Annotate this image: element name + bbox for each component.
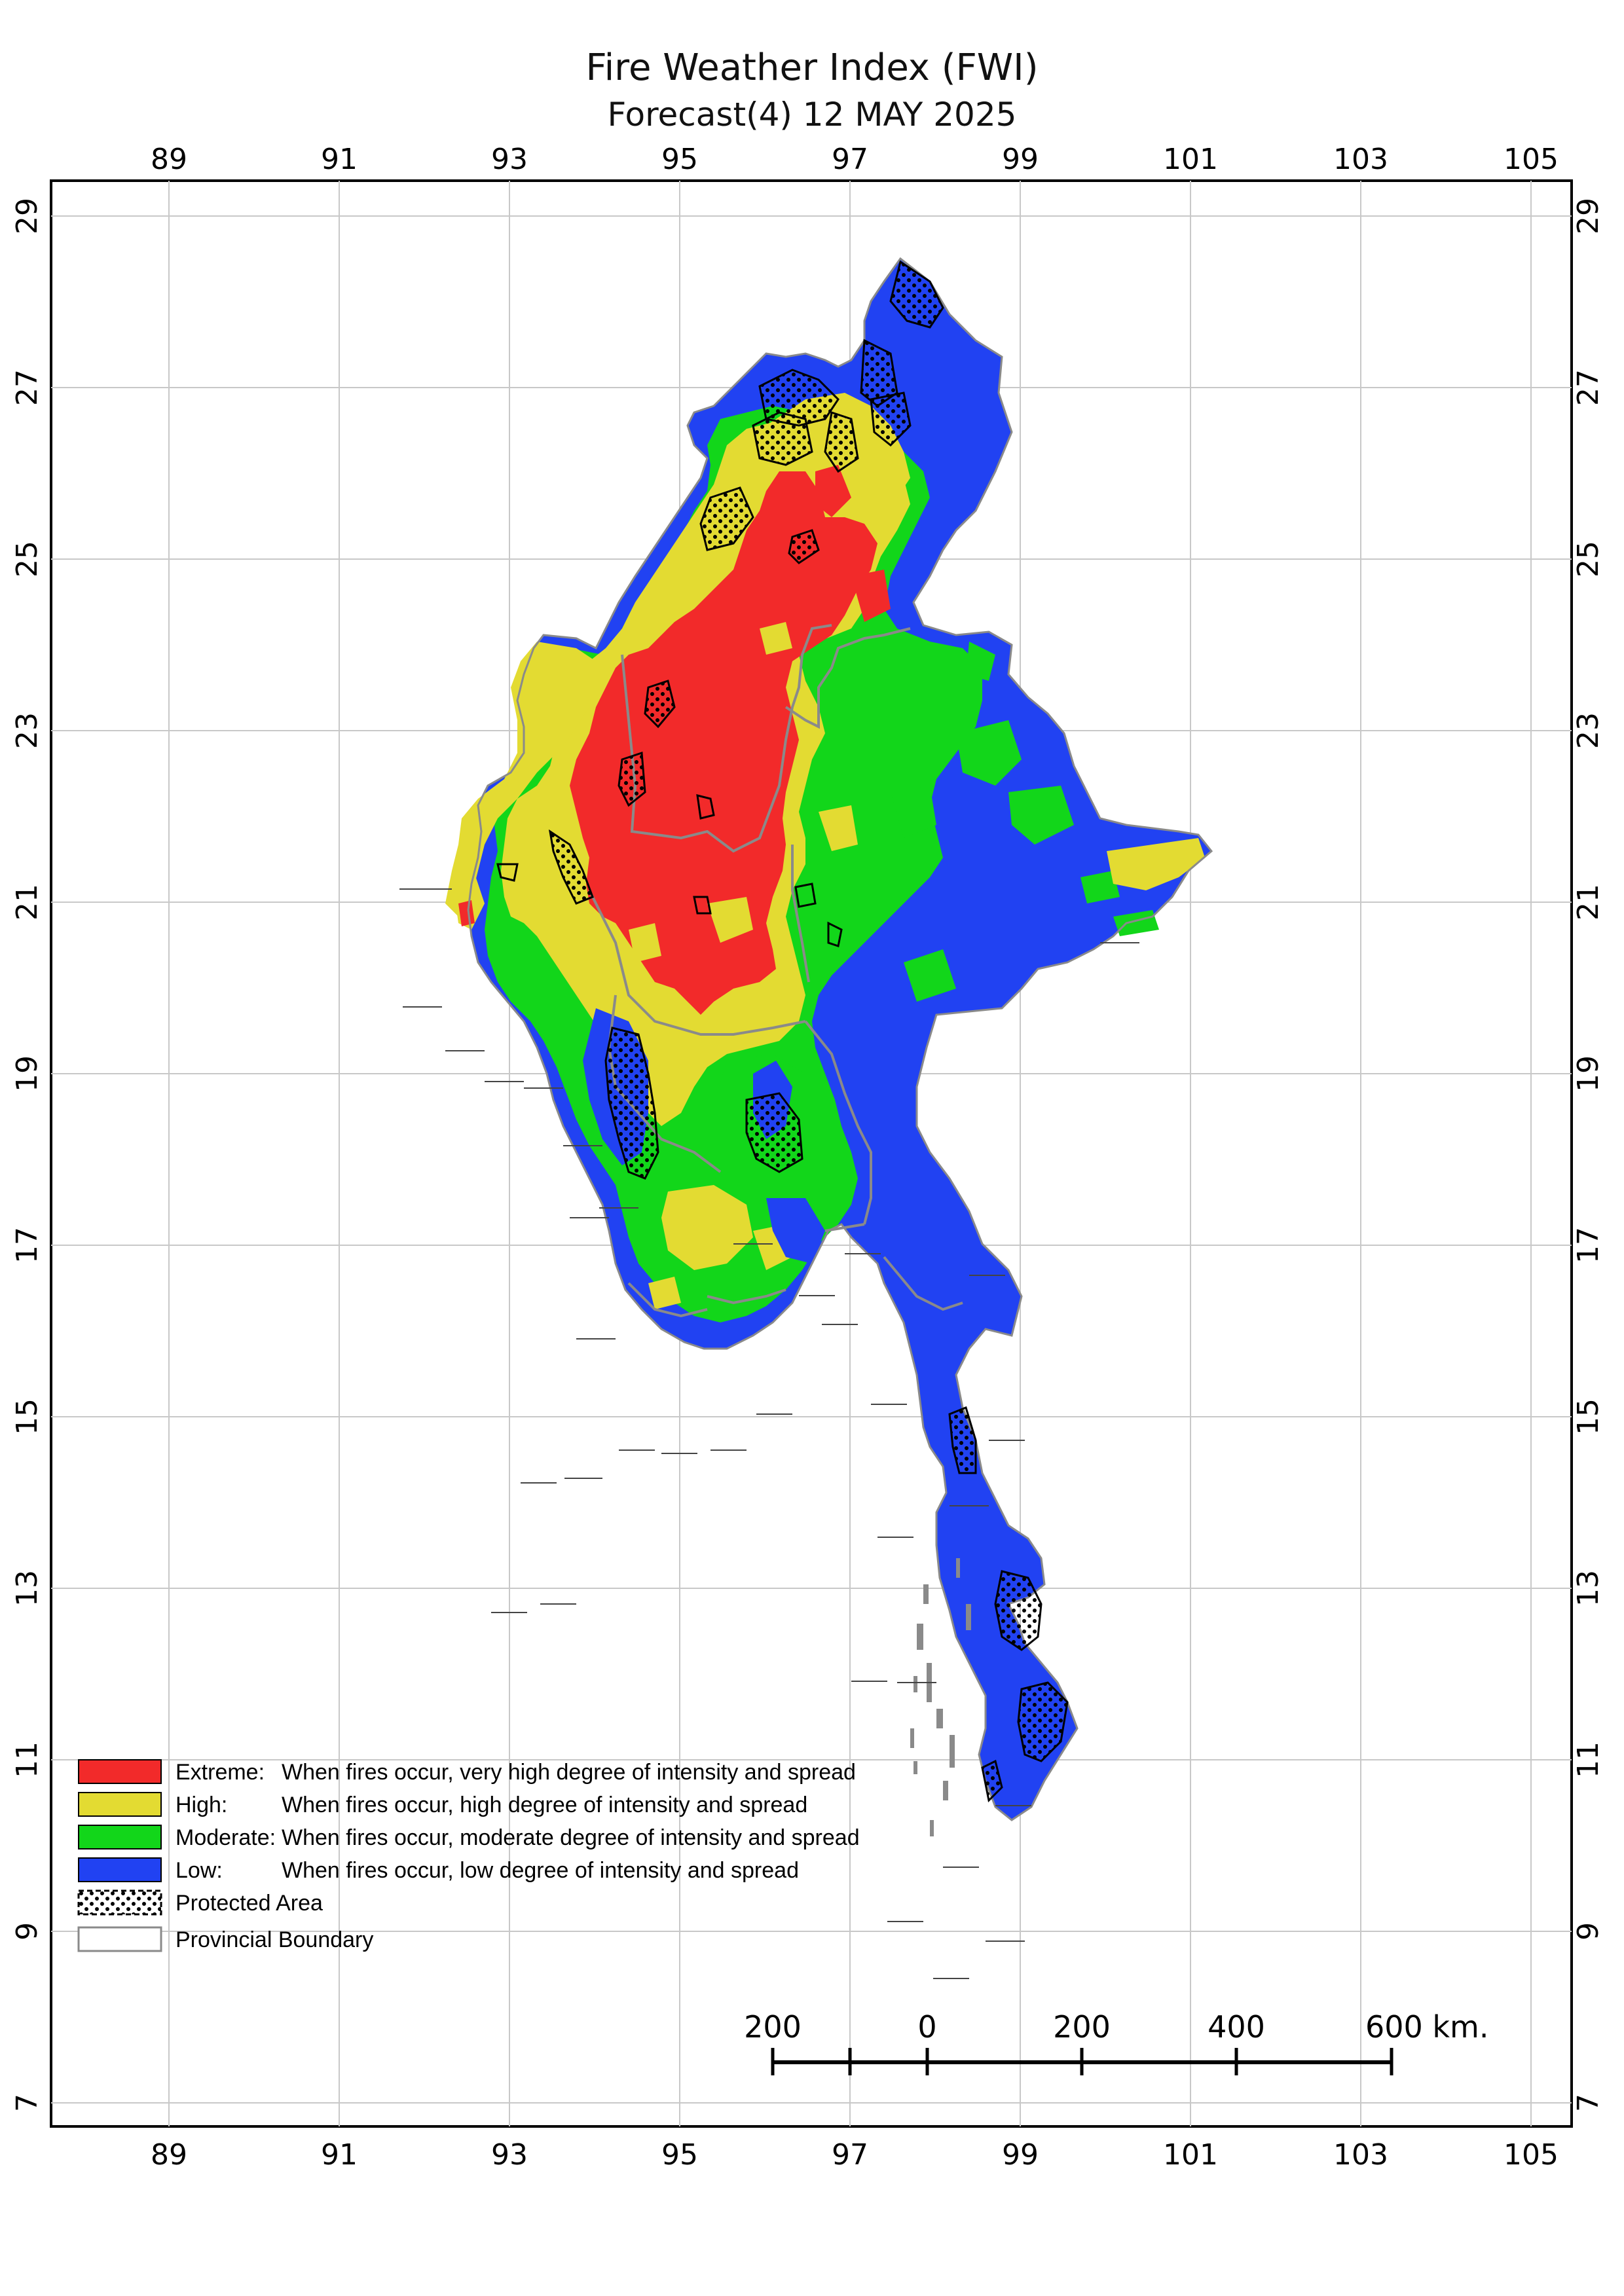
- scale-label: 600 km.: [1365, 2009, 1489, 2045]
- fwi-patch-moderate-east: [891, 786, 936, 838]
- lat-tick-right: 19: [1572, 1055, 1605, 1092]
- legend-swatch-low: [78, 1857, 162, 1882]
- legend-label-high: High:: [175, 1793, 227, 1817]
- lat-tick-left: 9: [10, 1922, 44, 1941]
- lat-tick-right: 27: [1572, 369, 1605, 406]
- fwi-patch-extreme-west: [458, 900, 475, 926]
- lat-tick-left: 27: [10, 369, 44, 406]
- fwi-patch-high-inner: [707, 897, 753, 943]
- legend-swatch-boundary: [77, 1926, 162, 1952]
- lat-tick-right: 21: [1572, 884, 1605, 920]
- lat-tick-right: 17: [1572, 1227, 1605, 1264]
- latitude-labels-right: 29 27 25 23 21 19 17 15 13 11 9 7: [1572, 198, 1605, 2112]
- scale-bar: 200 0 200 400 600 km.: [744, 2009, 1489, 2075]
- lat-tick-right: 13: [1572, 1570, 1605, 1607]
- fwi-patch-high-west: [445, 642, 596, 917]
- lon-tick-top: 103: [1333, 143, 1388, 176]
- protected-area-outlines: [496, 794, 843, 947]
- lat-tick-right: 23: [1572, 712, 1605, 749]
- lon-tick-bottom: 101: [1163, 2138, 1218, 2172]
- lat-tick-right: 29: [1572, 198, 1605, 234]
- lon-tick-top: 93: [491, 143, 528, 176]
- legend-label-moderate: Moderate:: [175, 1825, 276, 1850]
- lat-tick-right: 25: [1572, 541, 1605, 577]
- fwi-patch-low-south: [766, 1198, 825, 1264]
- fwi-patch-yellow-south: [661, 1185, 753, 1270]
- lon-tick-bottom: 89: [151, 2138, 187, 2172]
- fwi-patch-high-east: [819, 805, 858, 851]
- lon-tick-bottom: 95: [661, 2138, 698, 2172]
- lon-tick-top: 91: [321, 143, 358, 176]
- lon-tick-top: 105: [1504, 143, 1559, 176]
- longitude-labels-top: 89 91 93 95 97 99 101 103 105: [151, 143, 1559, 176]
- legend-label-low: Low:: [175, 1858, 223, 1883]
- lon-tick-bottom: 93: [491, 2138, 528, 2172]
- lon-tick-top: 101: [1163, 143, 1218, 176]
- lat-tick-left: 19: [10, 1055, 44, 1092]
- lon-tick-top: 99: [1002, 143, 1039, 176]
- lon-tick-top: 89: [151, 143, 187, 176]
- scale-label: 0: [917, 2009, 936, 2045]
- legend-label-boundary: Provincial Boundary: [175, 1927, 373, 1952]
- lat-tick-left: 17: [10, 1227, 44, 1264]
- legend-swatch-extreme: [78, 1759, 162, 1784]
- country-outline: [467, 257, 1213, 1821]
- legend-swatch-moderate: [78, 1825, 162, 1850]
- lon-tick-bottom: 105: [1504, 2138, 1559, 2172]
- fwi-patch-moderate-east: [1113, 910, 1159, 936]
- lat-tick-left: 23: [10, 712, 44, 749]
- lat-tick-left: 21: [10, 884, 44, 920]
- lon-tick-bottom: 91: [321, 2138, 358, 2172]
- legend-swatch-protected: [77, 1889, 162, 1916]
- lon-tick-bottom: 97: [832, 2138, 868, 2172]
- map-title: Fire Weather Index (FWI): [585, 46, 1038, 89]
- fwi-zone-extreme: [570, 471, 877, 1015]
- fwi-patch-high-inner: [760, 622, 792, 655]
- legend-desc-low: When fires occur, low degree of intensit…: [282, 1858, 799, 1883]
- legend: Extreme: When fires occur, very high deg…: [77, 1759, 860, 1952]
- fwi-patch-extreme-north: [815, 465, 851, 517]
- lat-tick-right: 15: [1572, 1398, 1605, 1435]
- lat-tick-left: 7: [10, 2094, 44, 2112]
- lat-tick-left: 15: [10, 1398, 44, 1435]
- fwi-patch-extreme-north: [851, 570, 891, 622]
- legend-desc-high: When fires occur, high degree of intensi…: [282, 1793, 807, 1817]
- lat-tick-left: 11: [10, 1741, 44, 1778]
- fwi-patch-high-inner: [629, 923, 661, 962]
- fwi-patch-moderate-east: [956, 720, 1022, 786]
- lat-tick-left: 13: [10, 1570, 44, 1607]
- lat-tick-left: 29: [10, 198, 44, 234]
- lat-tick-right: 7: [1572, 2094, 1605, 2112]
- protected-areas: [548, 260, 1069, 1803]
- longitude-labels-bottom: 89 91 93 95 97 99 101 103 105: [151, 2138, 1559, 2172]
- fwi-patch-moderate-east: [966, 642, 995, 681]
- legend-swatch-high: [78, 1792, 162, 1817]
- lat-tick-right: 11: [1572, 1741, 1605, 1778]
- map-subtitle: Forecast(4) 12 MAY 2025: [608, 96, 1017, 134]
- fwi-patch-moderate-east: [1008, 786, 1074, 845]
- fwi-patch-moderate-east: [917, 648, 969, 707]
- lon-tick-top: 97: [832, 143, 868, 176]
- fwi-patch-moderate-east: [1080, 871, 1120, 903]
- fwi-patch-yellow-south: [648, 1277, 681, 1309]
- scale-label: 400: [1208, 2009, 1265, 2045]
- legend-label-protected: Protected Area: [175, 1891, 323, 1916]
- scale-label: 200: [1053, 2009, 1111, 2045]
- legend-label-extreme: Extreme:: [175, 1760, 265, 1785]
- lon-tick-bottom: 103: [1333, 2138, 1388, 2172]
- latitude-labels-left: 29 27 25 23 21 19 17 15 13 11 9 7: [10, 198, 44, 2112]
- lon-tick-bottom: 99: [1002, 2138, 1039, 2172]
- legend-desc-extreme: When fires occur, very high degree of in…: [282, 1760, 856, 1785]
- legend-desc-moderate: When fires occur, moderate degree of int…: [282, 1825, 860, 1850]
- offshore-lines: [399, 888, 1139, 1979]
- fwi-patch-high-east: [1107, 838, 1205, 890]
- scale-label: 200: [744, 2009, 802, 2045]
- fwi-patch-moderate-east: [904, 949, 956, 1002]
- lon-tick-top: 95: [661, 143, 698, 176]
- lat-tick-left: 25: [10, 541, 44, 577]
- lat-tick-right: 9: [1572, 1922, 1605, 1941]
